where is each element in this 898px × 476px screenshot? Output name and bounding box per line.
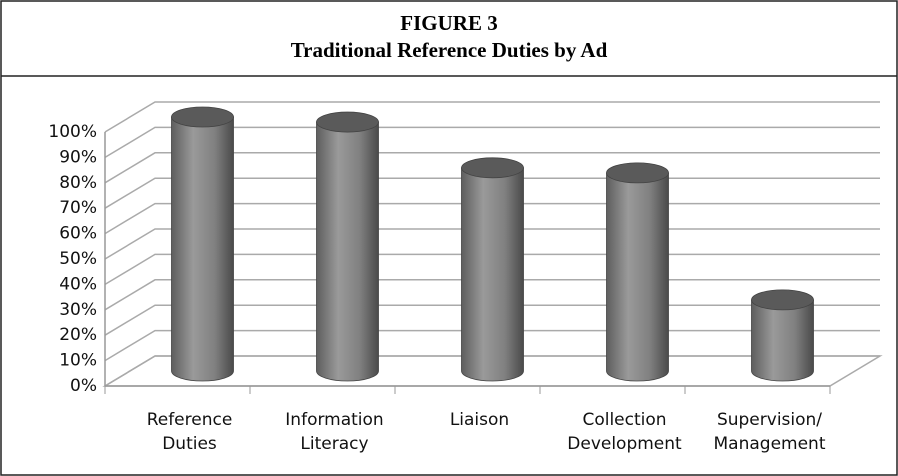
chart-subtitle: Traditional Reference Duties by Ad (291, 38, 608, 62)
y-tick-label: 0% (70, 376, 97, 396)
cylinder-top (316, 111, 379, 133)
cylinder (606, 172, 669, 382)
y-tick-label: 70% (59, 198, 97, 218)
y-tick-label: 30% (59, 300, 97, 320)
cylinder (461, 167, 524, 382)
cylinder (316, 121, 379, 382)
cylinder (171, 116, 234, 382)
y-tick-label: 60% (59, 224, 97, 244)
cylinder-top (461, 157, 524, 179)
chart-title: FIGURE 3 (400, 11, 497, 35)
y-tick-label: 100% (48, 122, 97, 142)
grid-line (104, 152, 880, 184)
cylinder-top (171, 106, 234, 128)
cylinder-top (606, 162, 669, 184)
y-tick-label: 10% (59, 351, 97, 371)
cylinder (751, 299, 814, 382)
x-tick-label: Reference Duties (146, 410, 233, 454)
grid-line (104, 101, 880, 133)
y-tick-label: 50% (59, 249, 97, 269)
x-tick-label: Supervision/ Management (713, 410, 826, 454)
grid-line (104, 126, 880, 159)
cylinder-top (751, 289, 814, 311)
y-tick-label: 40% (59, 274, 97, 294)
x-tick-label: Information Literacy (285, 410, 384, 454)
x-tick-label: Collection Development (567, 410, 682, 454)
y-tick-label: 20% (59, 325, 97, 345)
x-tick-label: Liaison (449, 410, 510, 430)
y-tick-label: 90% (59, 147, 97, 167)
y-tick-label: 80% (59, 173, 97, 193)
